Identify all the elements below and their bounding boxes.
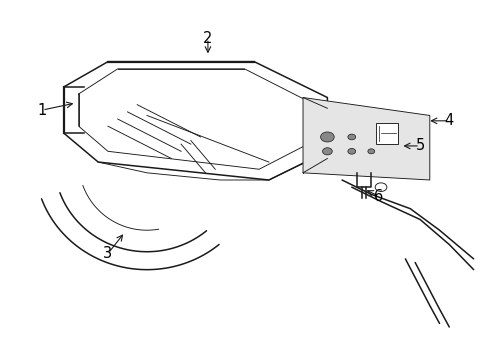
Text: 4: 4 <box>444 113 453 128</box>
Polygon shape <box>303 98 429 180</box>
Text: 6: 6 <box>373 189 383 204</box>
Text: 1: 1 <box>38 103 47 118</box>
Bar <box>375 123 397 144</box>
Circle shape <box>347 134 355 140</box>
Circle shape <box>320 132 333 142</box>
Circle shape <box>367 149 374 154</box>
Text: 2: 2 <box>203 31 212 46</box>
Text: 3: 3 <box>103 246 112 261</box>
Circle shape <box>347 148 355 154</box>
Circle shape <box>322 148 331 155</box>
Text: 5: 5 <box>415 139 424 153</box>
